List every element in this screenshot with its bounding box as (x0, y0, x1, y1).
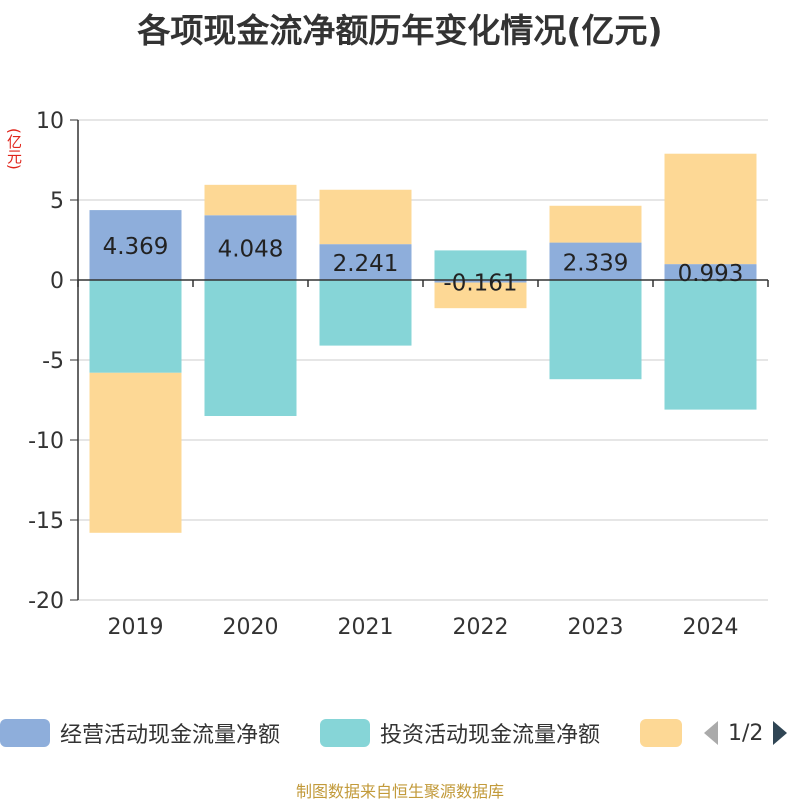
legend-item-financing[interactable] (640, 715, 692, 751)
bar-2022-series-2 (434, 282, 527, 309)
bar-2023-series-0 (549, 242, 642, 280)
bar-2019-series-1 (89, 280, 182, 373)
x-tick-label: 2024 (683, 615, 739, 640)
x-tick-label: 2022 (453, 615, 509, 640)
prev-page-icon[interactable] (702, 719, 720, 747)
legend-item-investing[interactable]: 投资活动现金流量净额 (320, 715, 600, 751)
x-tick-label: 2021 (338, 615, 394, 640)
data-label-2019: 4.369 (103, 234, 169, 260)
bar-2019-series-2 (89, 372, 182, 533)
bar-2021-series-0 (319, 244, 412, 280)
data-label-2022: -0.161 (443, 270, 517, 296)
y-tick-label: 5 (50, 189, 64, 214)
y-tick-label: 10 (36, 109, 64, 134)
data-labels: 4.369 4.048 2.241 -0.161 2.339 0.993 (103, 234, 744, 296)
bar-2024-series-1 (664, 280, 757, 410)
y-tick-label: -15 (28, 509, 64, 534)
legend-swatch-financing (640, 719, 682, 747)
data-label-2023: 2.339 (563, 250, 629, 276)
legend-label-investing: 投资活动现金流量净额 (380, 723, 601, 748)
x-tick-label: 2020 (223, 615, 279, 640)
chart-title: 各项现金流净额历年变化情况(亿元) (137, 11, 663, 50)
legend-pager: 1/2 (702, 715, 789, 751)
legend-swatch-investing (320, 719, 370, 747)
axes: 10 5 0 -5 -10 -15 -20 2019 2020 2021 2022 2023 2024 (28, 109, 769, 640)
data-label-2020: 4.048 (218, 237, 284, 263)
bar-2021-series-2 (319, 189, 412, 245)
y-axis-unit-label: (亿元) (5, 128, 23, 170)
data-label-2021: 2.241 (333, 251, 399, 277)
bar-2024-series-0 (664, 264, 757, 280)
next-page-icon[interactable] (771, 719, 789, 747)
legend: 经营活动现金流量净额 投资活动现金流量净额 1/2 (0, 715, 800, 755)
bars (89, 153, 757, 533)
data-label-2024: 0.993 (678, 261, 744, 287)
bar-2021-series-1 (319, 280, 412, 346)
y-tick-label: -5 (42, 349, 64, 374)
legend-label-operating: 经营活动现金流量净额 (60, 723, 281, 748)
x-tick-label: 2019 (108, 615, 164, 640)
legend-page-indicator: 1/2 (728, 720, 764, 746)
y-tick-label: 0 (50, 269, 64, 294)
bar-2024-series-2 (664, 153, 757, 265)
bar-2020-series-0 (204, 215, 297, 280)
bar-2023-series-1 (549, 280, 642, 380)
legend-item-operating[interactable]: 经营活动现金流量净额 (0, 715, 280, 751)
x-tick-label: 2023 (568, 615, 624, 640)
bar-2020-series-1 (204, 280, 297, 416)
y-tick-label: -20 (28, 589, 64, 614)
legend-swatch-operating (0, 719, 50, 747)
bar-2020-series-2 (204, 184, 297, 216)
gridlines (78, 119, 768, 601)
bar-2022-series-1 (434, 250, 527, 280)
bar-2022-series-0 (434, 280, 527, 283)
bar-2019-series-0 (89, 210, 182, 280)
bar-2023-series-2 (549, 205, 642, 243)
y-tick-label: -10 (28, 429, 64, 454)
data-source-note: 制图数据来自恒生聚源数据库 (295, 782, 504, 801)
